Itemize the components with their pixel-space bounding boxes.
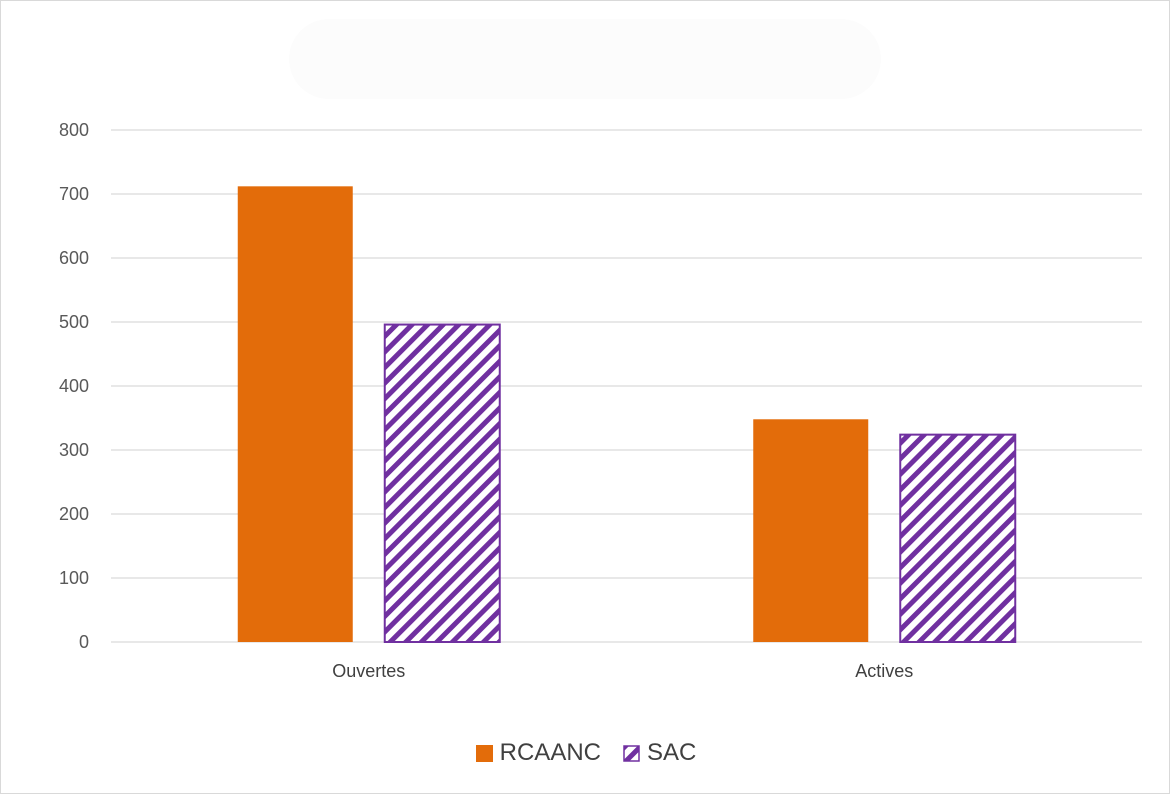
legend-item-rcaanc: RCAANC (475, 739, 601, 767)
legend-label-sac: SAC (646, 739, 697, 766)
y-tick-label: 0 (79, 632, 89, 652)
legend-swatch-rcaanc (475, 744, 493, 762)
y-tick-label: 500 (59, 312, 89, 332)
legend: RCAANC SAC (1, 736, 1170, 770)
legend-swatch-sac (623, 744, 640, 762)
bar-rcaanc-actives (753, 419, 869, 642)
y-tick-label: 100 (59, 568, 89, 588)
plot-area: 0 100 200 300 400 500 600 700 800 Ouvertes Actives (59, 120, 1142, 681)
y-tick-label: 600 (59, 248, 89, 268)
bar-sac-actives (899, 433, 1017, 644)
bar-sac-ouvertes (383, 323, 501, 643)
y-tick-label: 300 (59, 440, 89, 460)
x-category-label: Actives (855, 661, 913, 681)
y-tick-label: 200 (59, 504, 89, 524)
chart-title-placeholder (289, 19, 881, 99)
legend-label-rcaanc: RCAANC (499, 739, 601, 766)
y-tick-label: 400 (59, 376, 89, 396)
legend-item-sac: SAC (623, 739, 696, 767)
y-tick-label: 700 (59, 184, 89, 204)
y-tick-label: 800 (59, 120, 89, 140)
bar-rcaanc-ouvertes (237, 186, 353, 642)
x-category-label: Ouvertes (332, 661, 405, 681)
